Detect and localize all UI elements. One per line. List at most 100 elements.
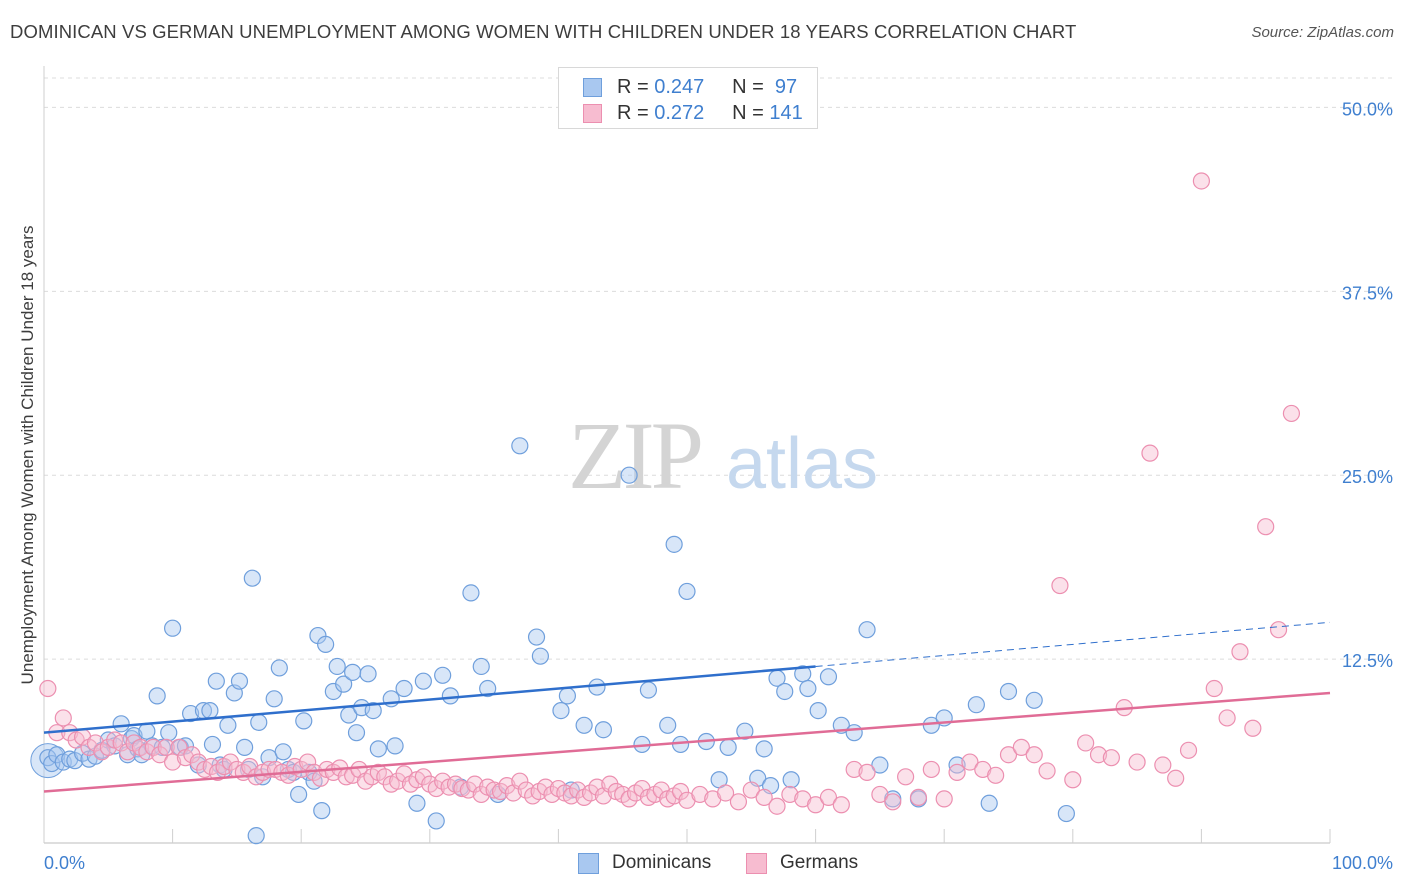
dominican-point	[207, 672, 225, 690]
german-points	[39, 172, 1301, 815]
dominican-point	[335, 675, 353, 693]
german-point	[1244, 719, 1262, 737]
german-point	[742, 781, 760, 799]
dominican-point	[755, 740, 773, 758]
dominican-point	[948, 756, 966, 774]
german-point	[209, 763, 227, 781]
german-point	[1257, 518, 1275, 536]
dominican-point	[112, 715, 130, 733]
german-point	[459, 781, 477, 799]
dominican-point	[678, 582, 696, 601]
dominican-point	[462, 584, 480, 602]
dominican-point	[434, 666, 452, 684]
dominican-point	[736, 722, 754, 740]
chart-title: DOMINICAN VS GERMAN UNEMPLOYMENT AMONG W…	[10, 21, 1077, 42]
german-point	[491, 782, 510, 801]
german-point	[434, 772, 452, 790]
dominican-point	[164, 619, 182, 637]
dominican-point	[575, 716, 593, 734]
x-tick-label: 100.0%	[1332, 853, 1393, 873]
german-point	[999, 746, 1018, 764]
legend: R = 0.247 N = 97 R = 0.272 N = 141	[558, 67, 818, 129]
dominican-point	[359, 665, 377, 683]
dominican-point	[558, 687, 577, 705]
german-point	[871, 785, 889, 804]
dominican-point	[858, 621, 876, 639]
dominican-point	[176, 737, 195, 755]
bottom-legend-swatch-dominicans	[578, 853, 599, 874]
dominican-point	[782, 771, 800, 789]
german-point	[543, 785, 561, 804]
german-point	[39, 679, 57, 698]
german-point	[819, 788, 838, 806]
german-point	[768, 797, 786, 815]
german-point	[909, 788, 928, 806]
legend-n-value: 97	[774, 76, 798, 98]
german-point	[581, 784, 600, 802]
german-point	[1038, 762, 1056, 780]
dominican-point	[219, 716, 237, 734]
dominican-point	[472, 657, 490, 676]
german-point	[884, 793, 902, 811]
dominican-point	[427, 812, 445, 830]
german-point	[1167, 769, 1185, 787]
y-tick-label: 37.5%	[1342, 283, 1393, 303]
german-point	[858, 763, 876, 781]
dominican-point	[347, 724, 366, 742]
dominican-point	[386, 737, 404, 755]
german-point	[1179, 741, 1198, 759]
dominican-point	[160, 724, 178, 742]
bottom-legend-swatch-germans	[746, 853, 767, 874]
german-point	[485, 781, 503, 799]
legend-n-label: N =	[732, 102, 764, 124]
dominican-point	[527, 628, 546, 646]
dominican-point	[395, 679, 413, 698]
dominican-point	[511, 437, 529, 455]
dominican-point	[270, 659, 288, 677]
dominican-point	[203, 735, 222, 754]
german-point	[671, 782, 690, 801]
dominican-point	[594, 721, 613, 739]
german-point	[691, 785, 709, 804]
german-point	[1064, 771, 1082, 789]
dominican-point	[671, 735, 690, 754]
dominican-point	[408, 794, 426, 812]
german-point	[1012, 738, 1030, 756]
dominican-point	[871, 756, 889, 774]
watermark-atlas: atlas	[726, 424, 878, 504]
german-point	[1218, 709, 1236, 727]
dominican-point	[317, 635, 335, 653]
german-point	[1077, 734, 1095, 752]
german-point	[987, 766, 1005, 784]
dominican-point	[620, 466, 638, 484]
german-point	[1025, 746, 1043, 764]
y-tick-label: 50.0%	[1342, 99, 1393, 119]
dominican-point	[364, 701, 382, 720]
german-point	[1141, 444, 1159, 462]
german-point	[845, 760, 863, 779]
bottom-legend-label-dominicans: Dominicans	[612, 852, 712, 873]
german-point	[588, 778, 606, 796]
german-point	[86, 734, 105, 752]
german-point	[1231, 643, 1249, 661]
y-axis-label: Unemployment Among Women with Children U…	[18, 226, 37, 685]
german-point	[1051, 576, 1069, 595]
dominican-point	[328, 657, 346, 676]
german-point	[1154, 756, 1172, 774]
german-point	[755, 788, 773, 806]
dominican-point	[819, 668, 838, 686]
watermark: ZIP atlas	[568, 402, 878, 509]
german-point	[112, 734, 130, 752]
y-tick-label: 12.5%	[1342, 651, 1393, 671]
dominican-point	[250, 713, 268, 731]
dominican-point	[148, 687, 166, 705]
dominican-point	[295, 712, 313, 730]
dominican-point	[659, 716, 677, 734]
dominican-point	[182, 704, 200, 723]
legend-r-value: 0.247	[654, 76, 705, 98]
dominican-point	[999, 682, 1018, 701]
dominican-point	[230, 672, 249, 690]
watermark-zip: ZIP	[568, 402, 701, 509]
trend-lines	[43, 621, 1331, 793]
dominican-point	[290, 785, 308, 804]
